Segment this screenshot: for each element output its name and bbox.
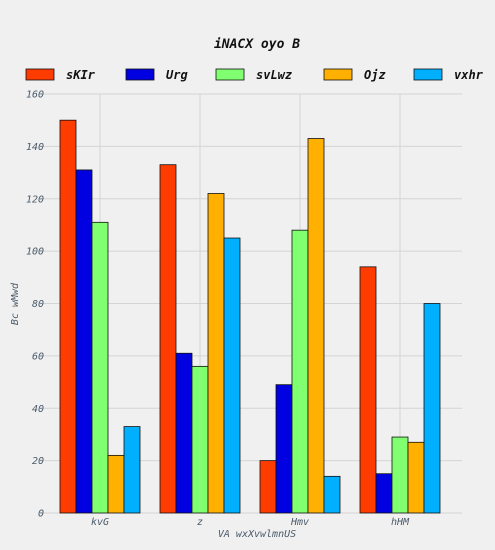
legend-label-4: vxhr	[454, 68, 484, 82]
legend-label-3: Ojz	[364, 68, 386, 82]
bar-vxhr-kvG	[123, 426, 141, 514]
y-axis-title: Bc wMwd	[10, 282, 21, 325]
legend-swatch-3	[323, 68, 353, 81]
legend-label-2: svLwz	[256, 68, 292, 82]
bar-svLwz-z	[191, 365, 209, 514]
y-axis-ticks: 0 20 40 60 80 100 120 140 160	[26, 90, 44, 520]
y-tick-label-2: 40	[32, 404, 44, 415]
bar-sKIr-Hmv	[259, 460, 277, 514]
x-tick-label-0: kvG	[91, 517, 109, 528]
bar-sKIr-kvG	[59, 119, 77, 514]
bar-Urg-Hmv	[275, 384, 293, 514]
bar-svLwz-hHM	[391, 436, 409, 514]
bar-Ojz-Hmv	[307, 138, 325, 514]
bar-Urg-kvG	[75, 169, 93, 514]
legend: sKIr Urg svLwz Ojz vxhr	[25, 68, 484, 82]
bar-Urg-z	[175, 352, 193, 514]
chart-title: iNACX oyo B	[214, 37, 300, 52]
legend-swatch-4	[413, 68, 443, 81]
bars	[59, 119, 441, 514]
bar-sKIr-z	[159, 164, 177, 514]
bar-vxhr-hHM	[423, 303, 441, 514]
y-tick-label-0: 0	[38, 509, 44, 520]
bar-Ojz-z	[207, 193, 225, 514]
bar-sKIr-hHM	[359, 266, 377, 514]
legend-label-1: Urg	[166, 68, 188, 82]
bar-svLwz-kvG	[91, 221, 109, 514]
legend-swatch-1	[125, 68, 155, 81]
bar-Ojz-hHM	[407, 441, 425, 514]
legend-label-0: sKIr	[66, 68, 96, 82]
y-tick-label-7: 140	[26, 142, 44, 153]
y-tick-label-5: 100	[26, 247, 44, 258]
bar-vxhr-z	[223, 237, 241, 514]
y-tick-label-8: 160	[26, 90, 44, 101]
y-tick-label-3: 60	[32, 351, 44, 362]
bar-vxhr-Hmv	[323, 475, 341, 514]
legend-swatch-2	[215, 68, 245, 81]
bar-svLwz-Hmv	[291, 229, 309, 514]
x-tick-label-1: z	[197, 517, 203, 528]
y-tick-label-4: 80	[32, 299, 44, 310]
x-axis-title: VA wxXvwlmnUS	[218, 529, 296, 540]
y-tick-label-1: 20	[32, 456, 44, 467]
y-tick-label-6: 120	[26, 194, 44, 205]
legend-swatch-0	[25, 68, 55, 81]
bar-Ojz-kvG	[107, 454, 125, 514]
x-tick-label-2: Hmv	[290, 517, 309, 528]
x-axis-ticks: kvG z Hmv hHM	[91, 517, 410, 528]
bar-Urg-hHM	[375, 473, 393, 514]
x-tick-label-3: hHM	[391, 517, 410, 528]
